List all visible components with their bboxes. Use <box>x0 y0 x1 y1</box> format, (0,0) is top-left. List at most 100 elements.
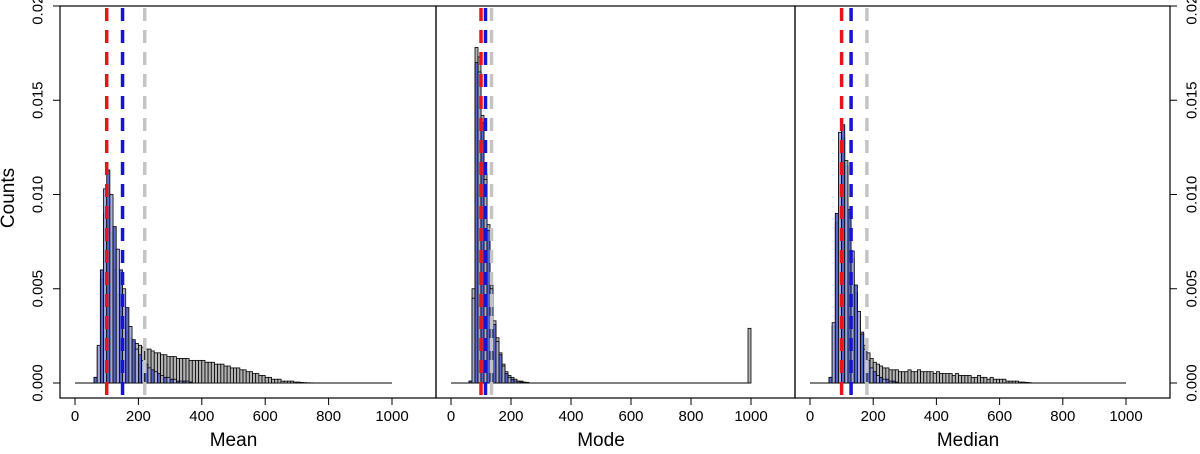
blue-histogram-bar <box>163 376 168 384</box>
grey-histogram-bar <box>271 378 276 384</box>
grey-histogram-bar <box>996 378 1001 384</box>
y-tick-label: 0.020 <box>1184 0 1200 25</box>
grey-histogram-bar <box>201 359 206 384</box>
x-tick-label: 800 <box>678 408 703 425</box>
blue-histogram-bar <box>844 160 849 384</box>
grey-histogram-bar <box>999 378 1004 384</box>
blue-histogram-bar <box>128 326 133 384</box>
x-tick-label: 200 <box>861 408 886 425</box>
grey-histogram-bar <box>932 373 937 384</box>
blue-histogram-bar <box>872 371 877 384</box>
grey-histogram-bar <box>992 378 997 384</box>
grey-histogram-bar <box>286 380 291 384</box>
grey-histogram-bar <box>989 376 994 384</box>
grey-histogram-bar <box>977 375 982 384</box>
grey-histogram-bar <box>1005 380 1010 384</box>
grey-histogram-bar <box>936 371 940 384</box>
grey-histogram-bar <box>195 359 200 384</box>
grey-histogram-bar <box>274 378 279 384</box>
grey-histogram-bar <box>182 358 187 384</box>
grey-histogram-bar <box>233 367 238 384</box>
grey-histogram-bar <box>255 373 260 384</box>
grey-histogram-bar <box>939 373 944 384</box>
grey-histogram-bar <box>242 369 247 384</box>
grey-histogram-bar <box>983 376 988 384</box>
blue-histogram-bar <box>150 369 155 384</box>
x-tick-label: 400 <box>558 408 583 425</box>
panel-mode: 0 200 400 600 800 1000 Mode <box>435 5 796 451</box>
grey-histogram-bar <box>1008 380 1013 384</box>
grey-histogram-bar <box>901 371 906 384</box>
grey-histogram-bar <box>176 358 181 384</box>
blue-histogram-bar <box>147 367 152 384</box>
grey-histogram-bar <box>226 365 231 384</box>
grey-histogram-bar <box>248 371 253 384</box>
grey-histogram-bar <box>290 380 295 384</box>
blue-histogram-bar <box>176 380 181 384</box>
grey-histogram-bar <box>961 375 966 384</box>
grey-histogram-bar <box>296 381 301 384</box>
grey-histogram-bar <box>258 375 263 384</box>
grey-histogram-bar <box>188 359 193 384</box>
blue-histogram-bar <box>857 310 861 384</box>
grey-histogram-bar <box>926 371 931 384</box>
grey-histogram-bar <box>198 359 203 384</box>
grey-histogram-bar <box>920 371 925 384</box>
blue-histogram-bar <box>492 324 497 384</box>
grey-histogram-bar <box>970 376 975 384</box>
grey-histogram-bar <box>1002 378 1007 384</box>
blue-histogram-bar <box>131 339 136 384</box>
x-tick-label: 0 <box>806 408 814 425</box>
grey-histogram-bar <box>913 371 918 384</box>
grey-histogram-bar <box>293 381 298 384</box>
grey-histogram-bar <box>236 367 241 384</box>
grey-histogram-bar <box>904 371 909 384</box>
blue-histogram-bar <box>96 344 101 384</box>
grey-histogram-bar <box>986 378 991 384</box>
blue-histogram-bar <box>185 380 190 384</box>
grey-histogram-bar <box>973 376 978 384</box>
y-tick-label: 0.010 <box>1184 176 1200 214</box>
y-tick-label: 0.015 <box>1184 81 1200 119</box>
grey-histogram-bar <box>942 373 947 384</box>
grey-histogram-bar <box>894 369 899 384</box>
x-axis-title: Median <box>937 430 999 451</box>
panel-mean: 0 200 400 600 800 1000 Mean 0.000 0.005 0.010 0.01… <box>30 0 437 451</box>
blue-histogram-bar <box>166 376 171 384</box>
grey-histogram-bar <box>898 371 903 384</box>
blue-histogram-bar <box>169 378 174 384</box>
blue-histogram-bar <box>134 348 139 384</box>
blue-histogram-bar <box>125 307 130 384</box>
panel-median: 0 200 400 600 800 1000 Median 0.000 0.005 0.010 0.… <box>794 0 1200 451</box>
blue-histogram-bar <box>468 380 473 384</box>
blue-histogram-bar <box>885 378 890 384</box>
blue-histogram-bar <box>891 380 896 384</box>
blue-histogram-bar <box>894 381 899 384</box>
blue-histogram-bar <box>510 378 515 384</box>
blue-histogram-bar <box>519 381 524 384</box>
x-tick-label: 400 <box>924 408 949 425</box>
blue-histogram-bar <box>486 229 491 384</box>
blue-histogram-bar <box>501 365 506 384</box>
blue-histogram-bar <box>504 373 509 384</box>
grey-histogram-bar <box>239 369 244 384</box>
x-tick-label: 600 <box>987 408 1012 425</box>
y-tick-label: 0.000 <box>30 364 47 402</box>
grey-histogram-bar <box>1018 381 1023 384</box>
blue-histogram-bar <box>172 378 177 384</box>
grey-histogram-bar <box>948 373 953 384</box>
grey-histogram-bar <box>907 369 912 384</box>
grey-histogram-bar <box>252 373 257 384</box>
blue-histogram <box>468 62 524 384</box>
blue-histogram-bar <box>860 333 865 384</box>
grey-histogram-bar <box>217 363 222 384</box>
grey-histogram-bar <box>525 382 530 384</box>
y-tick-label: 0.015 <box>30 81 47 119</box>
grey-histogram-bar <box>747 327 752 384</box>
grey-histogram-bar <box>283 380 288 384</box>
x-tick-label: 0 <box>447 408 455 425</box>
grey-histogram-bar <box>280 380 285 384</box>
x-tick-label: 200 <box>498 408 523 425</box>
grey-histogram-bar <box>1015 380 1019 384</box>
